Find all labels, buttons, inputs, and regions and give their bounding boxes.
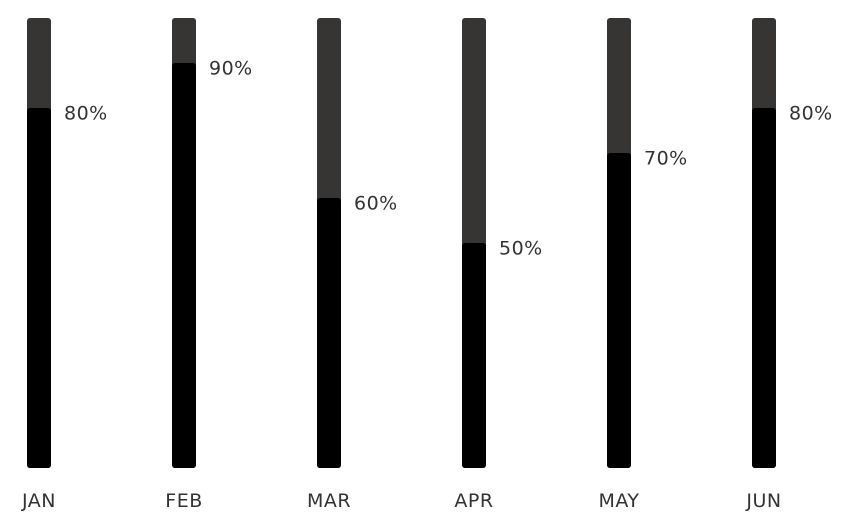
bar-group-mar: 60% MAR [307,18,398,512]
category-label: JUN [745,490,781,512]
bar-fill [172,63,196,468]
bar-group-apr: 50% APR [454,18,542,512]
data-label: 60% [354,193,398,215]
bar-fill [317,198,341,468]
category-label: MAR [307,490,351,512]
data-label: 90% [209,58,253,80]
bar-group-jan: 80% JAN [21,18,108,512]
bar-group-feb: 90% FEB [165,18,252,512]
bar-fill [752,108,776,468]
category-label: MAY [598,490,639,512]
bar-fill [607,153,631,468]
bar-fill [27,108,51,468]
data-label: 70% [644,148,688,170]
category-label: FEB [165,490,202,512]
data-label: 80% [64,103,108,125]
bar-group-jun: 80% JUN [745,18,832,512]
data-label: 80% [789,103,833,125]
data-label: 50% [499,238,543,260]
bar-fill [462,243,486,468]
category-label: APR [454,490,493,512]
bar-group-may: 70% MAY [598,18,687,512]
category-label: JAN [21,490,56,512]
